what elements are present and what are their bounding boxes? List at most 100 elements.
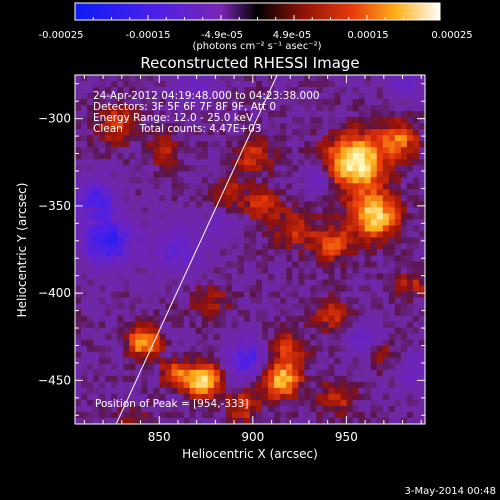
image-pixel <box>310 285 317 293</box>
image-pixel <box>195 291 203 299</box>
image-pixel <box>153 375 160 383</box>
image-pixel <box>274 207 281 214</box>
image-pixel <box>219 315 227 323</box>
image-pixel <box>81 171 88 178</box>
image-pixel <box>322 339 329 347</box>
image-pixel <box>268 309 275 317</box>
image-pixel <box>364 261 372 268</box>
image-pixel <box>328 249 335 256</box>
image-pixel <box>364 369 372 377</box>
image-pixel <box>207 417 215 424</box>
image-pixel <box>256 285 263 293</box>
image-pixel <box>292 213 299 220</box>
image-pixel <box>213 249 221 256</box>
image-pixel <box>231 411 239 419</box>
image-pixel <box>165 219 172 226</box>
image-pixel <box>250 261 257 268</box>
image-pixel <box>406 399 414 407</box>
image-pixel <box>334 183 341 190</box>
image-pixel <box>141 399 148 407</box>
image-pixel <box>147 309 154 317</box>
image-pixel <box>177 303 185 311</box>
image-pixel <box>81 267 88 274</box>
image-pixel <box>250 267 257 274</box>
image-pixel <box>165 243 172 250</box>
image-pixel <box>322 357 329 365</box>
image-pixel <box>165 225 172 232</box>
image-pixel <box>81 93 88 100</box>
image-pixel <box>394 159 402 166</box>
image-pixel <box>177 219 185 226</box>
image-pixel <box>262 99 269 106</box>
image-pixel <box>376 183 384 190</box>
image-pixel <box>225 123 233 130</box>
image-pixel <box>189 273 197 280</box>
image-pixel <box>105 219 112 226</box>
image-pixel <box>189 417 197 424</box>
image-pixel <box>87 351 94 359</box>
image-pixel <box>75 369 82 377</box>
image-pixel <box>394 327 402 335</box>
x-tick-label: 850 <box>148 430 171 444</box>
image-pixel <box>316 177 323 184</box>
image-pixel <box>406 363 414 371</box>
image-pixel <box>250 153 257 160</box>
image-pixel <box>105 321 112 329</box>
image-pixel <box>358 75 366 82</box>
image-pixel <box>316 219 323 226</box>
image-pixel <box>364 327 372 335</box>
image-pixel <box>153 237 160 244</box>
image-pixel <box>316 237 323 244</box>
image-pixel <box>195 153 203 160</box>
image-pixel <box>256 183 263 190</box>
image-pixel <box>159 375 166 383</box>
image-pixel <box>358 129 366 136</box>
image-pixel <box>298 153 305 160</box>
image-pixel <box>316 243 323 250</box>
image-pixel <box>280 165 287 172</box>
image-pixel <box>147 159 154 166</box>
image-pixel <box>298 225 305 232</box>
image-pixel <box>171 417 178 424</box>
image-pixel <box>81 345 88 353</box>
image-pixel <box>195 279 203 287</box>
image-pixel <box>201 291 209 299</box>
image-pixel <box>81 255 88 262</box>
image-pixel <box>207 111 215 118</box>
image-pixel <box>213 279 221 287</box>
image-pixel <box>177 153 185 160</box>
image-pixel <box>81 285 88 293</box>
image-pixel <box>153 327 160 335</box>
image-pixel <box>280 93 287 100</box>
image-pixel <box>153 315 160 323</box>
image-pixel <box>400 279 408 287</box>
image-pixel <box>75 213 82 220</box>
image-pixel <box>298 189 305 196</box>
image-pixel <box>292 255 299 262</box>
image-pixel <box>153 123 160 130</box>
image-pixel <box>153 243 160 250</box>
image-pixel <box>358 411 366 419</box>
image-pixel <box>376 309 384 317</box>
image-pixel <box>81 261 88 268</box>
image-pixel <box>256 321 263 329</box>
image-pixel <box>286 129 293 136</box>
image-pixel <box>376 75 384 82</box>
image-pixel <box>256 411 263 419</box>
image-pixel <box>195 267 203 274</box>
image-pixel <box>183 189 191 196</box>
image-pixel <box>256 129 263 136</box>
image-pixel <box>358 141 366 148</box>
image-pixel <box>135 303 142 311</box>
image-pixel <box>159 123 166 130</box>
image-pixel <box>250 93 257 100</box>
image-pixel <box>129 189 136 196</box>
image-pixel <box>292 135 299 142</box>
image-pixel <box>225 387 233 395</box>
image-pixel <box>201 249 209 256</box>
image-pixel <box>292 231 299 238</box>
image-pixel <box>340 381 347 389</box>
image-pixel <box>274 339 281 347</box>
image-pixel <box>195 315 203 323</box>
image-pixel <box>262 393 269 401</box>
